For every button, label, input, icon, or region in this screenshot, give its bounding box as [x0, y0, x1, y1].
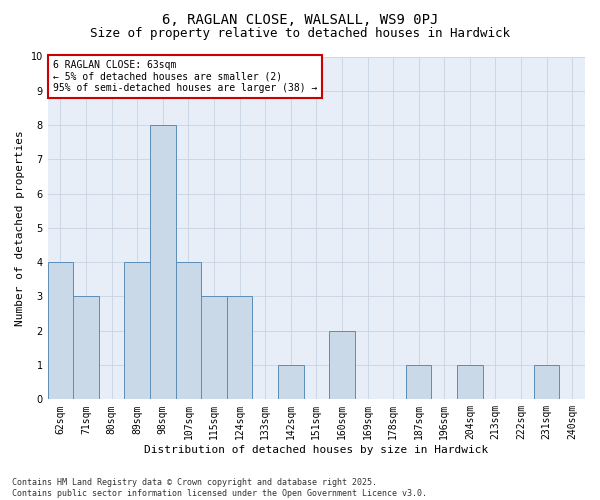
Bar [150, 125, 176, 400]
Bar [201, 296, 227, 400]
Bar [278, 365, 304, 400]
Bar [47, 262, 73, 400]
Bar [227, 296, 253, 400]
Bar [534, 365, 559, 400]
Bar [176, 262, 201, 400]
Text: 6 RAGLAN CLOSE: 63sqm
← 5% of detached houses are smaller (2)
95% of semi-detach: 6 RAGLAN CLOSE: 63sqm ← 5% of detached h… [53, 60, 317, 93]
Text: Size of property relative to detached houses in Hardwick: Size of property relative to detached ho… [90, 28, 510, 40]
Text: Contains HM Land Registry data © Crown copyright and database right 2025.
Contai: Contains HM Land Registry data © Crown c… [12, 478, 427, 498]
Bar [457, 365, 482, 400]
Bar [329, 331, 355, 400]
Bar [124, 262, 150, 400]
Bar [73, 296, 99, 400]
Text: 6, RAGLAN CLOSE, WALSALL, WS9 0PJ: 6, RAGLAN CLOSE, WALSALL, WS9 0PJ [162, 12, 438, 26]
Y-axis label: Number of detached properties: Number of detached properties [15, 130, 25, 326]
X-axis label: Distribution of detached houses by size in Hardwick: Distribution of detached houses by size … [144, 445, 488, 455]
Bar [406, 365, 431, 400]
